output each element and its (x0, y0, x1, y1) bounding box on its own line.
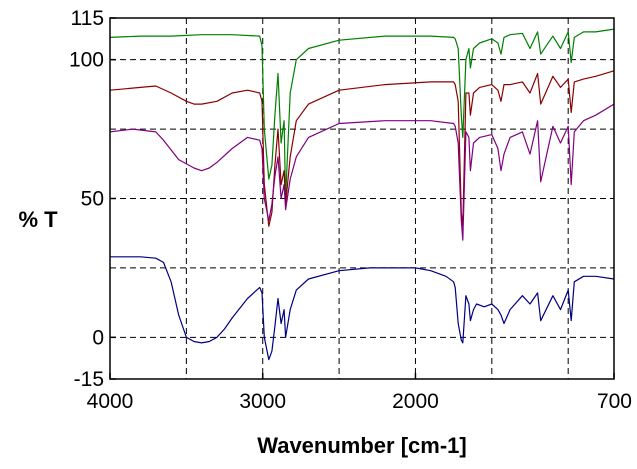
y-tick-label: 100 (69, 49, 104, 72)
y-axis-title: % T (18, 207, 58, 232)
grid-lines (110, 18, 614, 379)
x-tick-label: 3000 (239, 390, 286, 413)
series-lines (110, 29, 614, 360)
spectrum-line-2 (110, 71, 614, 227)
y-tick-label: -15 (74, 368, 104, 391)
x-tick-label: 700 (597, 390, 632, 413)
y-tick-labels: 115 100 50 0 -15 (69, 7, 104, 391)
spectrum-line-3 (110, 104, 614, 240)
y-tick-label: 0 (92, 326, 104, 349)
x-tick-labels: 4000 3000 2000 700 (87, 390, 632, 413)
spectrum-line-4 (110, 257, 614, 360)
x-axis-title: Wavenumber [cm-1] (257, 433, 466, 458)
spectrum-line-1 (110, 29, 614, 198)
x-tick-label: 4000 (87, 390, 134, 413)
y-tick-label: 115 (71, 7, 104, 30)
x-tick-label: 2000 (392, 390, 439, 413)
y-tick-label: 50 (81, 188, 104, 211)
